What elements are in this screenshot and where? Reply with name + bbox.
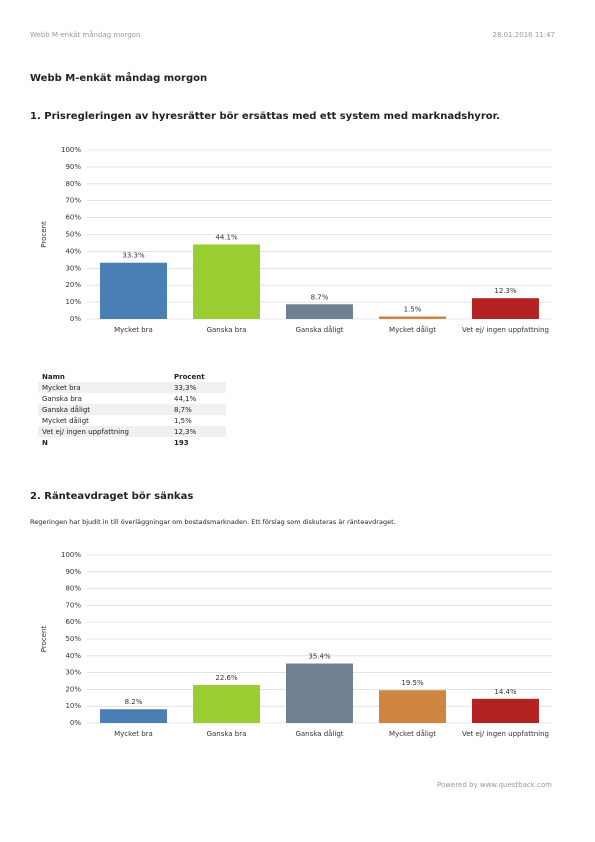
table-cell: Mycket dåligt: [42, 416, 89, 425]
table-cell: N: [42, 438, 48, 447]
y-tick-label: 10%: [65, 702, 81, 710]
x-tick-label: Mycket bra: [114, 326, 153, 334]
x-tick-label: Mycket bra: [114, 730, 153, 738]
y-tick-label: 90%: [65, 568, 81, 576]
table-header: Namn: [42, 372, 65, 381]
bar: [193, 685, 260, 723]
value-label: 8.7%: [311, 293, 329, 301]
y-tick-label: 80%: [65, 585, 81, 593]
header-left: Webb M-enkät måndag morgon: [30, 31, 141, 39]
y-tick-label: 70%: [65, 601, 81, 609]
y-tick-label: 30%: [65, 669, 81, 677]
table-cell: Mycket bra: [42, 383, 81, 392]
table-header: Procent: [174, 372, 205, 381]
y-tick-label: 100%: [61, 551, 81, 559]
value-label: 22.6%: [215, 674, 238, 682]
table-cell: 1,5%: [174, 416, 192, 425]
bar: [472, 298, 539, 319]
y-tick-label: 40%: [65, 247, 81, 255]
bar: [472, 698, 539, 723]
y-tick-label: 80%: [65, 180, 81, 188]
value-label: 35.4%: [308, 653, 331, 661]
x-tick-label: Ganska bra: [206, 730, 247, 738]
y-tick-label: 60%: [65, 214, 81, 222]
table-cell: 12,3%: [174, 427, 197, 436]
y-tick-label: 50%: [65, 635, 81, 643]
table-cell: Ganska bra: [42, 394, 82, 403]
x-tick-label: Ganska bra: [206, 326, 247, 334]
y-tick-label: 90%: [65, 163, 81, 171]
value-label: 44.1%: [215, 233, 238, 241]
y-tick-label: 100%: [61, 146, 81, 154]
y-tick-label: 20%: [65, 281, 81, 289]
bar: [379, 316, 446, 319]
x-tick-label: Vet ej/ ingen uppfattning: [462, 730, 549, 738]
results-table: Namn Procent Mycket bra 33,3% Ganska bra 44,…: [38, 371, 226, 448]
y-tick-label: 10%: [65, 298, 81, 306]
x-tick-label: Mycket dåligt: [389, 326, 436, 334]
y-axis-label: Procent: [40, 626, 48, 653]
value-label: 33.3%: [122, 252, 145, 260]
value-label: 12.3%: [494, 287, 517, 295]
y-axis-label: Procent: [40, 221, 48, 248]
x-tick-label: Ganska dåligt: [295, 730, 344, 738]
bar: [100, 262, 167, 319]
table-cell: 8,7%: [174, 405, 192, 414]
value-label: 14.4%: [494, 688, 517, 696]
value-label: 1.5%: [404, 305, 422, 313]
footer: Powered by www.questback.com: [437, 781, 552, 789]
page-title: Webb M-enkät måndag morgon: [30, 73, 208, 84]
question-title: 2. Ränteavdraget bör sänkas: [30, 491, 194, 502]
y-tick-label: 0%: [70, 719, 81, 727]
bar: [193, 244, 260, 319]
value-label: 19.5%: [401, 679, 424, 687]
x-tick-label: Ganska dåligt: [295, 326, 344, 334]
table-cell: 193: [174, 438, 189, 447]
y-tick-label: 0%: [70, 315, 81, 323]
y-tick-label: 50%: [65, 231, 81, 239]
y-tick-label: 40%: [65, 652, 81, 660]
y-tick-label: 20%: [65, 685, 81, 693]
y-tick-label: 30%: [65, 264, 81, 272]
table-cell: 33,3%: [174, 383, 197, 392]
value-label: 8.2%: [125, 698, 143, 706]
y-tick-label: 70%: [65, 197, 81, 205]
x-tick-label: Vet ej/ ingen uppfattning: [462, 326, 549, 334]
table-cell: 44,1%: [174, 394, 197, 403]
bar: [379, 690, 446, 723]
table-cell: Ganska dåligt: [42, 405, 91, 414]
x-tick-label: Mycket dåligt: [389, 730, 436, 738]
y-tick-label: 60%: [65, 618, 81, 626]
header-right: 28.01.2016 11:47: [492, 31, 555, 39]
question-title: 1. Prisregleringen av hyresrätter bör er…: [30, 111, 500, 122]
bar: [286, 304, 353, 319]
question-subtitle: Regeringen har bjudit in till överläggni…: [30, 518, 396, 526]
table-cell: Vet ej/ ingen uppfattning: [42, 427, 129, 436]
bar: [286, 663, 353, 723]
bar: [100, 709, 167, 723]
